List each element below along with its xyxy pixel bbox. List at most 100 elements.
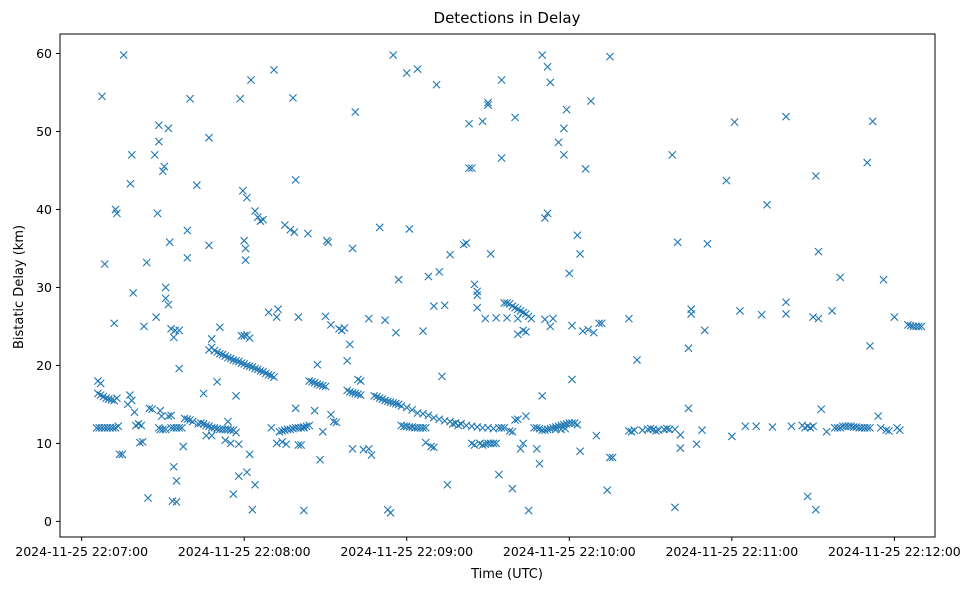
data-point — [242, 361, 251, 370]
data-point — [519, 439, 528, 448]
data-points — [92, 51, 926, 517]
data-point — [294, 313, 303, 322]
data-point — [307, 377, 316, 386]
data-point — [543, 209, 552, 218]
data-point — [351, 389, 360, 398]
data-point — [467, 164, 476, 173]
data-point — [158, 425, 167, 434]
data-point — [435, 415, 444, 424]
data-point — [879, 275, 888, 284]
data-point — [397, 401, 406, 410]
data-point — [833, 423, 842, 432]
data-point — [462, 239, 471, 247]
data-point — [299, 423, 308, 432]
data-point — [313, 360, 322, 369]
data-point — [408, 405, 417, 414]
data-point — [578, 327, 587, 336]
plot-frame — [59, 33, 936, 538]
data-point — [356, 391, 365, 400]
data-point — [169, 462, 178, 471]
data-point — [917, 322, 926, 331]
data-point — [167, 324, 176, 333]
data-point — [865, 423, 874, 432]
data-point — [180, 414, 189, 423]
data-point — [297, 440, 306, 449]
y-axis-ticks: 0 10 20 30 40 50 60 — [36, 46, 60, 529]
data-point — [242, 193, 251, 202]
data-point — [524, 312, 533, 321]
data-point — [532, 423, 541, 432]
data-point — [427, 442, 436, 451]
data-point — [500, 423, 509, 432]
data-point — [299, 423, 308, 432]
data-point — [175, 326, 184, 335]
data-point — [768, 423, 777, 432]
data-point — [573, 420, 582, 429]
data-point — [828, 306, 837, 315]
data-point — [532, 444, 541, 453]
data-point — [538, 51, 547, 60]
data-point — [164, 300, 173, 309]
data-point — [484, 100, 493, 109]
data-point — [508, 427, 517, 436]
data-point — [264, 308, 273, 317]
data-point — [435, 267, 444, 276]
y-axis-label: Bistatic Delay (km) — [12, 225, 27, 349]
data-point — [348, 388, 357, 397]
data-point — [646, 424, 655, 433]
data-point — [172, 476, 181, 485]
data-point — [405, 224, 414, 233]
data-point — [375, 223, 384, 232]
data-point — [297, 423, 306, 432]
data-point — [684, 404, 693, 413]
data-point — [129, 288, 138, 297]
data-point — [573, 231, 582, 240]
data-point — [478, 440, 487, 449]
data-point — [814, 314, 823, 323]
data-point — [543, 62, 552, 71]
data-point — [364, 314, 373, 323]
data-point — [148, 405, 157, 414]
data-point — [741, 422, 750, 431]
data-point — [521, 412, 530, 421]
data-point — [817, 405, 826, 414]
data-point — [183, 226, 192, 235]
data-point — [207, 431, 216, 440]
data-point — [568, 321, 576, 330]
data-point — [177, 423, 186, 432]
data-point — [253, 213, 262, 222]
data-point — [592, 431, 601, 440]
data-point — [561, 424, 570, 433]
data-point — [144, 494, 153, 502]
data-point — [139, 322, 148, 331]
data-point — [876, 423, 885, 432]
data-point — [903, 320, 912, 329]
data-point — [424, 411, 433, 420]
data-point — [145, 404, 154, 413]
data-point — [524, 506, 533, 515]
data-point — [110, 319, 119, 328]
y-tick-label: 50 — [36, 124, 52, 139]
data-point — [540, 214, 549, 223]
data-point — [351, 107, 360, 116]
data-point — [161, 294, 170, 303]
data-point — [370, 391, 379, 400]
data-point — [278, 437, 287, 446]
data-point — [492, 439, 501, 448]
data-point — [381, 316, 390, 325]
data-point — [324, 238, 333, 247]
data-point — [245, 450, 254, 459]
data-point — [497, 423, 506, 432]
data-point — [814, 247, 823, 256]
data-point — [465, 164, 474, 173]
data-point — [489, 439, 498, 448]
data-point — [114, 422, 123, 431]
x-tick-label: 2024-11-25 22:12:00 — [828, 544, 961, 559]
data-point — [321, 382, 330, 391]
data-point — [236, 94, 245, 103]
data-point — [605, 52, 614, 61]
data-point — [104, 394, 113, 403]
data-point — [914, 322, 923, 331]
data-point — [165, 238, 174, 247]
data-point — [364, 444, 373, 453]
